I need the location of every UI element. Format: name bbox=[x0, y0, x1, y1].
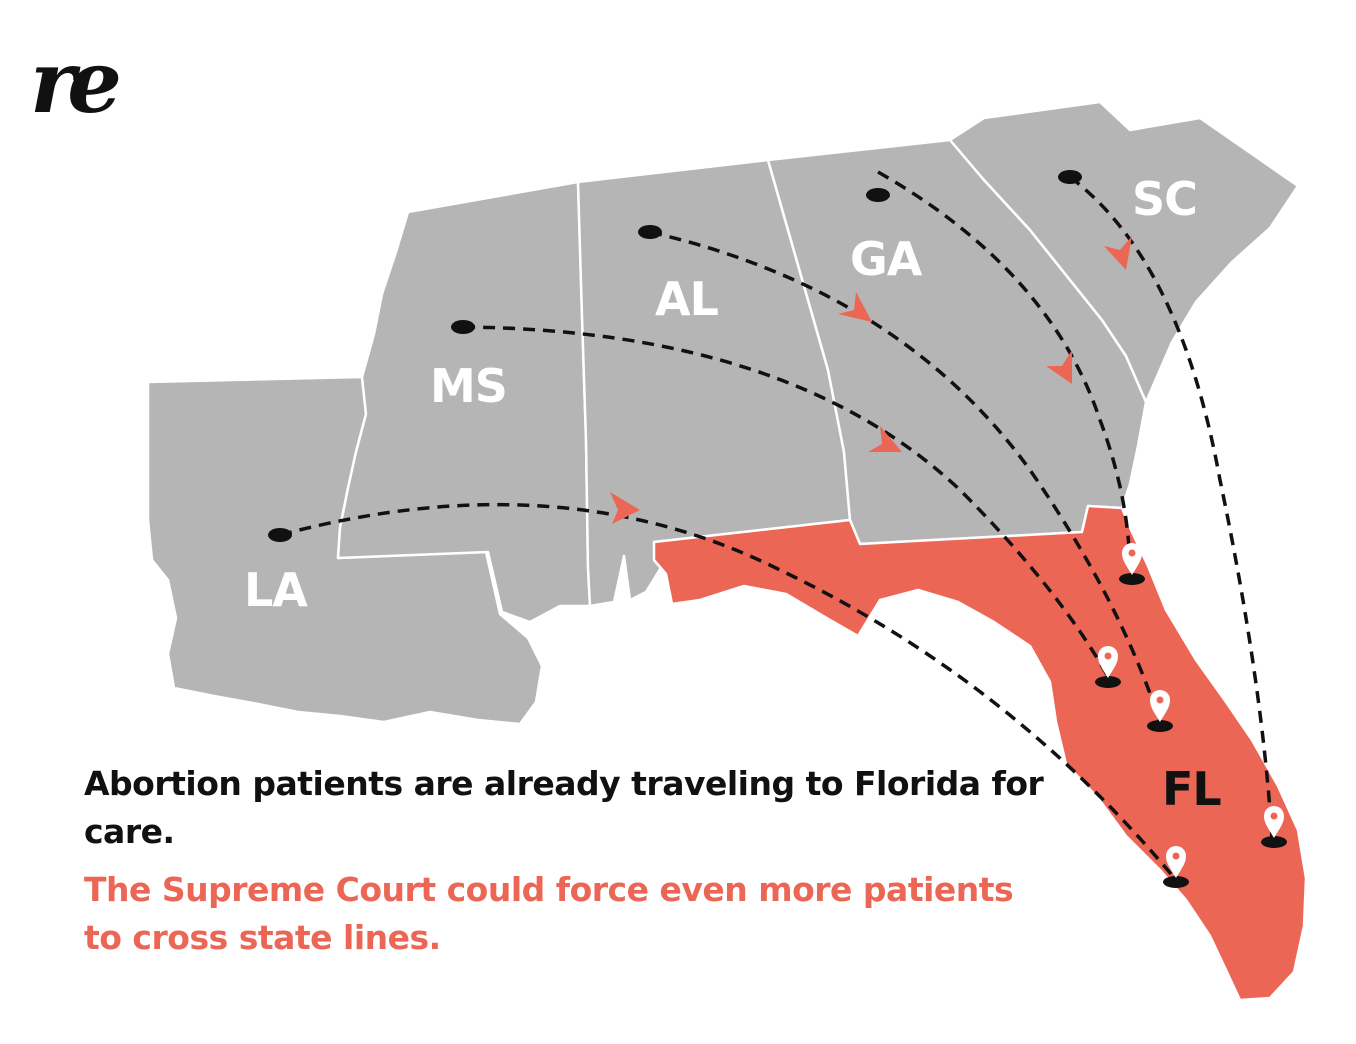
origin-markers bbox=[268, 170, 1082, 542]
route-ga-fl bbox=[877, 170, 1132, 576]
travel-routes bbox=[279, 170, 1274, 882]
caption-block: Abortion patients are already traveling … bbox=[84, 760, 1044, 962]
state-label-ms: MS bbox=[430, 359, 507, 413]
location-pin-icon bbox=[1095, 646, 1121, 688]
state-fl bbox=[652, 504, 1308, 1002]
state-labels: MS AL GA SC LA FL bbox=[244, 172, 1222, 816]
origin-dot-icon bbox=[451, 320, 475, 334]
arrow-icon bbox=[868, 426, 902, 452]
origin-dot-icon bbox=[268, 528, 292, 542]
arrow-icon bbox=[838, 292, 872, 322]
state-label-fl: FL bbox=[1162, 762, 1221, 816]
arrow-icon bbox=[1046, 350, 1072, 384]
state-label-al: AL bbox=[655, 272, 719, 326]
route-ms-fl bbox=[462, 325, 1112, 681]
arrow-icon bbox=[610, 492, 640, 524]
route-al-fl bbox=[649, 230, 1162, 723]
location-pin-icon bbox=[1163, 846, 1189, 888]
origin-dot-icon bbox=[1058, 170, 1082, 184]
direction-arrows bbox=[610, 236, 1132, 524]
brand-logo: re bbox=[30, 32, 122, 133]
origin-dot-icon bbox=[638, 225, 662, 239]
location-pin-icon bbox=[1261, 806, 1287, 848]
destination-pins bbox=[1095, 543, 1287, 888]
origin-dot-icon bbox=[866, 188, 890, 202]
state-label-sc: SC bbox=[1132, 172, 1197, 226]
location-pin-icon bbox=[1119, 543, 1145, 585]
state-label-ga: GA bbox=[850, 232, 923, 286]
location-pin-icon bbox=[1147, 690, 1173, 732]
caption-subheadline: The Supreme Court could force even more … bbox=[84, 870, 1014, 957]
route-sc-fl bbox=[1068, 175, 1274, 839]
caption-headline: Abortion patients are already traveling … bbox=[84, 764, 1044, 851]
state-label-la: LA bbox=[244, 563, 308, 617]
arrow-icon bbox=[1104, 236, 1132, 270]
